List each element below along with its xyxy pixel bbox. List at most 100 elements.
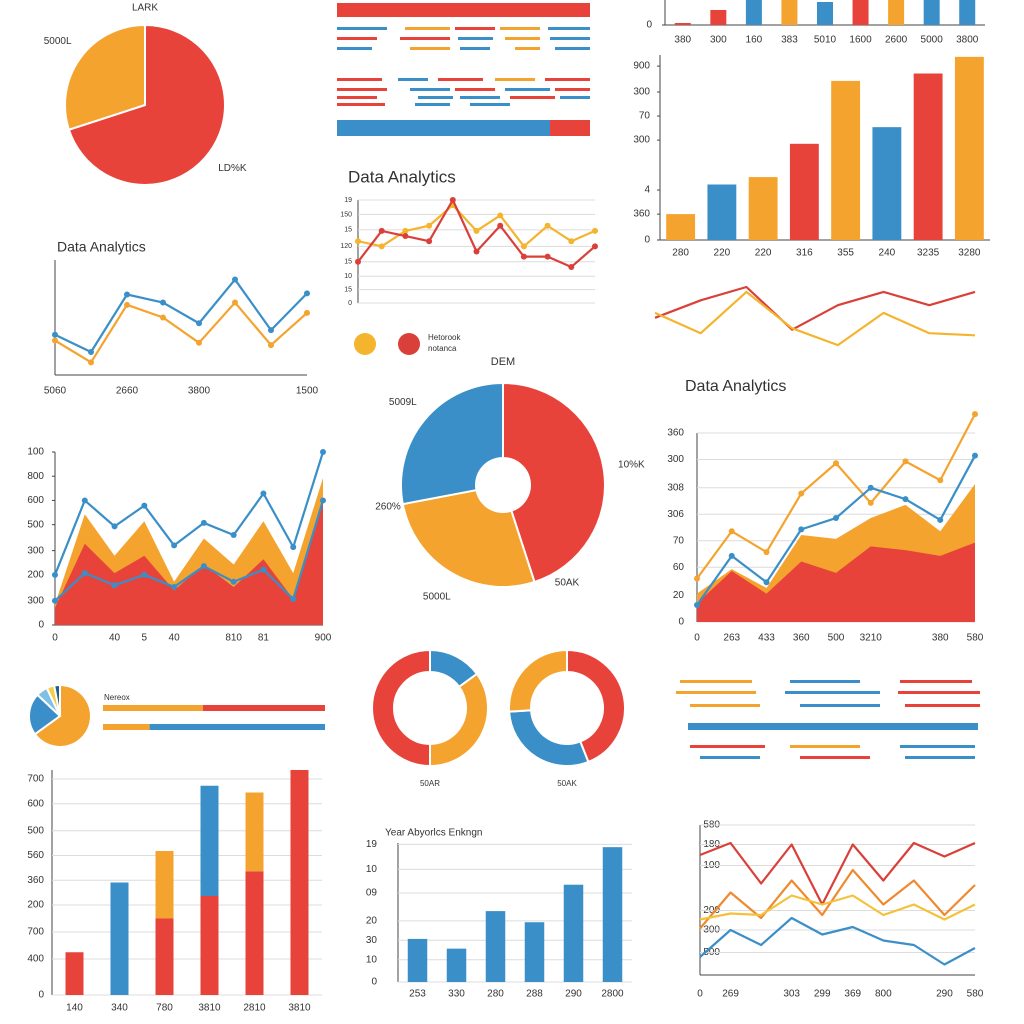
legend-label: notanca (428, 344, 457, 353)
point (196, 339, 202, 346)
y-tick-label: 10 (366, 864, 378, 875)
decor-bar (905, 704, 980, 707)
point (833, 460, 839, 467)
line (54, 301, 308, 364)
y-tick-label: 20 (673, 590, 685, 601)
decor-bar (555, 47, 590, 50)
decor-bar (418, 96, 453, 99)
point (111, 523, 118, 530)
point (402, 233, 409, 240)
point (88, 359, 94, 366)
point (260, 490, 267, 497)
point (972, 452, 978, 459)
slice-label: 5000L (44, 36, 72, 47)
point (304, 309, 310, 316)
x-tick-label: 2810 (243, 1003, 266, 1014)
y-tick-label: 120 (340, 243, 352, 250)
line (699, 841, 976, 906)
y-tick-label: 15 (344, 286, 352, 293)
x-tick-label: 780 (156, 1003, 173, 1014)
x-tick-label: 3280 (958, 248, 981, 259)
y-tick-label: 0 (348, 300, 352, 307)
decor-bar (790, 745, 860, 748)
y-tick-label: 150 (340, 211, 352, 218)
chart-title: 50AK (557, 779, 577, 788)
x-tick-label: 316 (796, 248, 813, 259)
point (937, 477, 944, 484)
bar (781, 0, 798, 25)
point (763, 549, 770, 556)
point (355, 258, 361, 265)
point (902, 458, 909, 465)
x-tick-label: 40 (109, 633, 121, 644)
y-tick-label: 20 (366, 915, 378, 926)
point (52, 597, 58, 604)
x-tick-label: 3800 (188, 386, 211, 397)
point (290, 544, 297, 551)
decor-bar (505, 37, 540, 40)
point (52, 571, 58, 578)
legend-swatch (398, 333, 420, 355)
bar (789, 143, 819, 240)
decor-bar (785, 691, 880, 694)
point (160, 314, 166, 321)
point (378, 243, 385, 250)
bar (913, 73, 943, 240)
decor-bar (470, 103, 510, 106)
annotation: 260% (375, 502, 401, 513)
decor-bar (548, 27, 590, 30)
point (520, 243, 527, 250)
point (268, 342, 274, 349)
bar (602, 847, 623, 982)
bar (563, 884, 584, 982)
slice-label: 5009L (389, 397, 417, 408)
point (798, 490, 805, 497)
x-tick-label: 330 (448, 989, 465, 1000)
y-tick-label: 306 (667, 509, 684, 520)
line (699, 868, 976, 930)
decor-bar (337, 37, 377, 40)
decor-bar (337, 27, 387, 30)
bar (852, 0, 869, 25)
point (230, 578, 237, 585)
y-tick-label: 0 (38, 620, 44, 631)
point (728, 528, 735, 535)
y-tick-label: 600 (27, 798, 44, 809)
x-tick-label: 369 (844, 989, 861, 1000)
y-tick-label: 10 (344, 273, 352, 280)
line (699, 894, 976, 921)
point (867, 499, 874, 506)
x-tick-label: 263 (723, 633, 740, 644)
y-tick-label: 0 (646, 20, 652, 31)
point (320, 497, 326, 504)
decor-bar (337, 103, 385, 106)
y-tick-label: 400 (27, 954, 44, 965)
chart-title: Year Abyorlcs Enkngn (385, 828, 482, 839)
bar (872, 127, 902, 240)
x-tick-label: 2800 (601, 989, 624, 1000)
point (81, 570, 88, 577)
bar-segment (149, 724, 325, 730)
y-tick-label: 300 (633, 87, 650, 98)
decor-bar (905, 756, 975, 759)
y-tick-label: 360 (633, 209, 650, 220)
point (972, 411, 978, 418)
x-tick-label: 380 (674, 35, 691, 46)
point (473, 227, 480, 234)
x-tick-label: 500 (828, 633, 845, 644)
chart-title: Data Analytics (685, 378, 786, 395)
decor-bar (550, 37, 590, 40)
bar-segment (245, 792, 264, 872)
y-tick-label: 30 (366, 935, 378, 946)
y-tick-label: 0 (371, 977, 377, 988)
decor-bar (337, 88, 387, 91)
decor-bar (690, 704, 760, 707)
decor-bar (800, 704, 880, 707)
decor-bar (460, 96, 500, 99)
x-tick-label: 580 (967, 633, 984, 644)
chart-title: Data Analytics (57, 239, 146, 255)
annotation: 50AK (555, 578, 580, 589)
point (694, 575, 700, 582)
slice (400, 381, 504, 506)
